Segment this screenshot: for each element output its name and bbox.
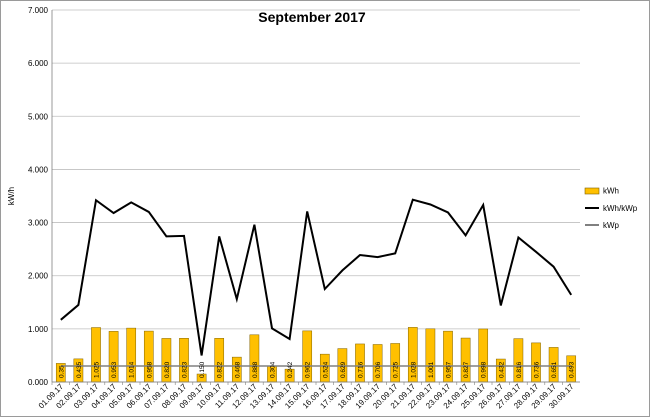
bar-data-label: 0.716 — [358, 361, 365, 378]
bar-data-label: 0.827 — [463, 361, 470, 378]
bar-data-label: 0.823 — [182, 361, 189, 378]
y-tick-label: 6.000 — [28, 59, 49, 68]
legend-label-kwh-kwp: kWh/kWp — [603, 204, 638, 213]
legend-label-kwh: kWh — [603, 187, 619, 196]
bar-data-label: 0.725 — [393, 361, 400, 378]
bar-layer — [55, 327, 577, 383]
y-tick-label: 5.000 — [28, 112, 49, 121]
bar-data-label: 0.998 — [481, 361, 488, 378]
y-tick-label: 2.000 — [28, 272, 49, 281]
y-tick-label: 4.000 — [28, 165, 49, 174]
bar-data-label: 0.468 — [234, 361, 241, 378]
bar-data-label: 0.651 — [551, 361, 558, 378]
line-layer — [60, 198, 573, 367]
bar-data-label: 0.958 — [146, 361, 153, 378]
bar-data-label: 1.014 — [129, 361, 136, 378]
plot-area — [52, 10, 580, 382]
y-tick-label: 3.000 — [28, 219, 49, 228]
bar-data-label: 0.822 — [217, 361, 224, 378]
bar-data-label: 1.001 — [428, 361, 435, 378]
bar-data-label: 0.953 — [111, 361, 118, 378]
legend: kWh kWh/kWp kWp — [584, 187, 638, 230]
y-axis-label: kW/h — [7, 187, 16, 205]
bar-data-label: 1.028 — [410, 361, 417, 378]
bar-data-label: 0.736 — [534, 361, 541, 378]
bar-data-label: 0.706 — [375, 361, 382, 378]
bar-data-label: 0.432 — [498, 361, 505, 378]
bar-data-label: 0.242 — [287, 361, 294, 378]
y-tick-label: 7.000 — [28, 6, 49, 15]
bar-data-label: 0.304 — [270, 361, 277, 378]
bar-data-label: 0.820 — [164, 361, 171, 378]
bar-data-label: 0.816 — [516, 361, 523, 378]
label-layer: 0.35 0.435 1.025 0.953 1.014 0.958 0.820 0.823 0… — [58, 361, 575, 378]
series-line-kwh-kwp — [60, 198, 573, 356]
bar-data-label: 1.025 — [94, 361, 101, 378]
legend-label-kwp: kWp — [603, 221, 620, 230]
bar-data-label: 0.435 — [76, 361, 83, 378]
bar-data-label: 0.957 — [446, 361, 453, 378]
legend-swatch-kwh — [584, 187, 600, 195]
y-tick-label: 1.000 — [28, 325, 49, 334]
chart-title: September 2017 — [258, 9, 366, 25]
bar-data-label: 0.524 — [322, 361, 329, 378]
y-tick-label: 0.000 — [28, 378, 49, 387]
bar-data-label: 0.962 — [305, 361, 312, 378]
bar-data-label: 0.888 — [252, 361, 259, 378]
bar-data-label: 0.150 — [199, 361, 206, 378]
bar-data-label: 0.35 — [58, 365, 65, 378]
bar-data-label: 0.629 — [340, 361, 347, 378]
bar-data-label: 0.493 — [569, 361, 576, 378]
